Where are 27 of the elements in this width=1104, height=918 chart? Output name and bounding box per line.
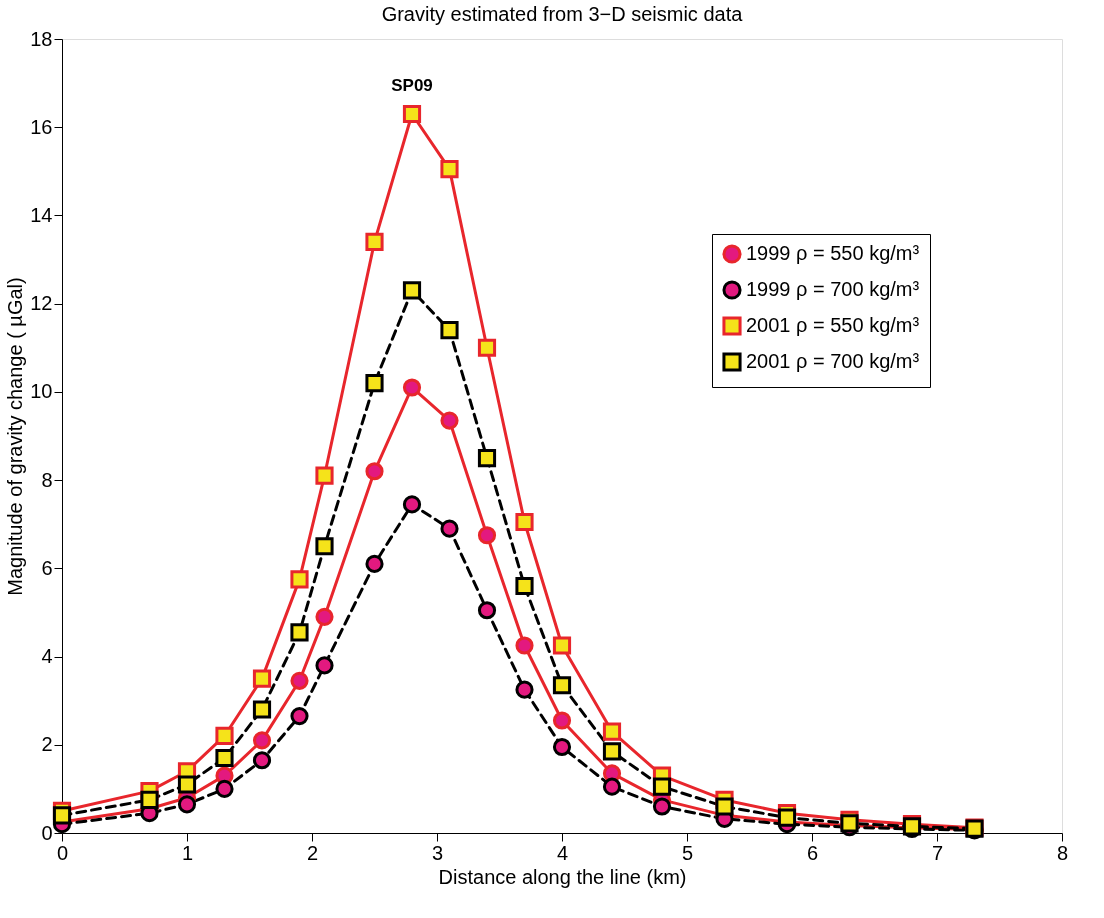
x-tick-label: 5: [681, 841, 694, 864]
x-tick-label: 7: [931, 841, 944, 864]
y-tick-label: 6: [41, 556, 53, 579]
legend-label: 1999 ρ = 550 kg/m³: [746, 242, 920, 264]
chart-title: Gravity estimated from 3−D seismic data: [381, 3, 744, 25]
y-tick-label: 8: [41, 468, 53, 491]
y-tick-label: 4: [41, 645, 53, 668]
y-tick-label: 16: [30, 115, 53, 138]
y-tick-label: 2: [41, 733, 53, 756]
legend-label: 2001 ρ = 700 kg/m³: [746, 350, 920, 372]
x-tick-label: 0: [56, 841, 69, 864]
x-tick-label: 6: [806, 841, 819, 864]
y-tick-label: 12: [30, 292, 53, 315]
legend-label: 1999 ρ = 700 kg/m³: [746, 278, 920, 300]
y-tick-label: 18: [30, 27, 53, 50]
legend-label: 2001 ρ = 550 kg/m³: [746, 314, 920, 336]
x-tick-label: 3: [431, 841, 444, 864]
y-tick-label: 0: [41, 821, 53, 844]
x-axis-title: Distance along the line (km): [438, 865, 687, 888]
y-axis-title: Magnitude of gravity change ( µGal): [4, 277, 27, 596]
y-tick-label: 10: [30, 380, 53, 403]
annotation: SP09: [391, 75, 433, 95]
y-tick-label: 14: [30, 203, 53, 226]
x-tick-label: 2: [306, 841, 319, 864]
x-tick-label: 1: [181, 841, 194, 864]
x-tick-label: 4: [556, 841, 569, 864]
x-tick-label: 8: [1056, 841, 1069, 864]
